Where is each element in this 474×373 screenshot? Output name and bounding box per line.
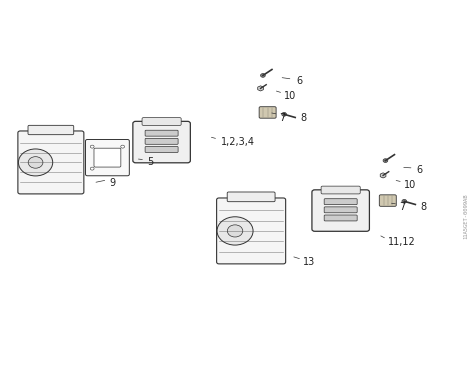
FancyBboxPatch shape: [324, 215, 357, 221]
Text: 5: 5: [147, 157, 154, 167]
Text: 11,12: 11,12: [388, 237, 416, 247]
Circle shape: [261, 73, 265, 77]
FancyBboxPatch shape: [94, 148, 121, 167]
Circle shape: [217, 217, 253, 245]
FancyBboxPatch shape: [324, 207, 357, 213]
FancyBboxPatch shape: [259, 107, 276, 118]
Text: 13: 13: [303, 257, 315, 267]
Circle shape: [381, 173, 385, 177]
Text: 6: 6: [416, 165, 422, 175]
Circle shape: [402, 200, 407, 203]
FancyBboxPatch shape: [85, 140, 129, 176]
FancyBboxPatch shape: [227, 192, 275, 202]
Polygon shape: [258, 86, 264, 91]
Circle shape: [282, 112, 286, 116]
Text: 11A5GET-0099AB: 11A5GET-0099AB: [463, 193, 468, 239]
Text: 1,2,3,4: 1,2,3,4: [220, 137, 255, 147]
Text: 7: 7: [400, 202, 406, 212]
FancyBboxPatch shape: [321, 186, 360, 194]
FancyBboxPatch shape: [312, 190, 369, 231]
FancyBboxPatch shape: [142, 117, 181, 125]
FancyBboxPatch shape: [217, 198, 286, 264]
Circle shape: [121, 145, 125, 148]
FancyBboxPatch shape: [28, 125, 74, 135]
Text: 8: 8: [301, 113, 307, 123]
Text: 9: 9: [110, 178, 116, 188]
FancyBboxPatch shape: [133, 121, 191, 163]
Text: 10: 10: [284, 91, 296, 101]
Text: 6: 6: [296, 76, 302, 86]
FancyBboxPatch shape: [145, 147, 178, 153]
FancyBboxPatch shape: [145, 130, 178, 136]
Text: 10: 10: [404, 180, 417, 189]
Circle shape: [18, 149, 53, 176]
Text: 7: 7: [279, 113, 286, 123]
Circle shape: [91, 167, 94, 170]
Circle shape: [383, 159, 388, 162]
Text: 8: 8: [421, 202, 427, 212]
Circle shape: [258, 87, 263, 90]
Circle shape: [228, 225, 243, 237]
Circle shape: [91, 145, 94, 148]
FancyBboxPatch shape: [379, 195, 396, 206]
FancyBboxPatch shape: [18, 131, 84, 194]
FancyBboxPatch shape: [324, 199, 357, 205]
Polygon shape: [380, 173, 386, 178]
Circle shape: [28, 157, 43, 168]
FancyBboxPatch shape: [145, 138, 178, 144]
